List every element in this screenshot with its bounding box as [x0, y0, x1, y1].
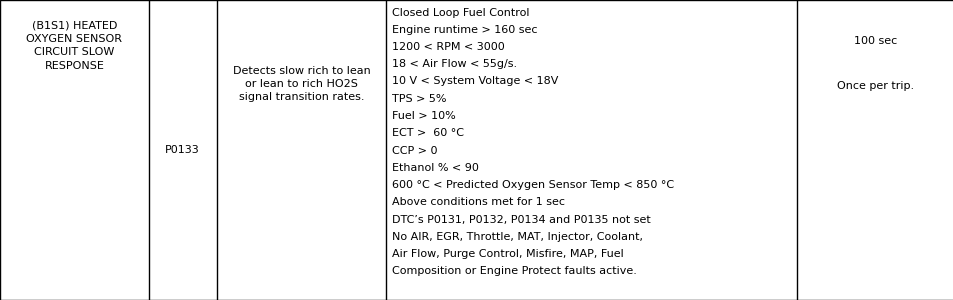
Text: Above conditions met for 1 sec: Above conditions met for 1 sec — [392, 197, 564, 207]
Text: Closed Loop Fuel Control: Closed Loop Fuel Control — [392, 8, 529, 17]
Text: Air Flow, Purge Control, Misfire, MAP, Fuel: Air Flow, Purge Control, Misfire, MAP, F… — [392, 249, 623, 259]
Text: Engine runtime > 160 sec: Engine runtime > 160 sec — [392, 25, 537, 35]
Text: 10 V < System Voltage < 18V: 10 V < System Voltage < 18V — [392, 76, 558, 86]
Text: (B1S1) HEATED
OXYGEN SENSOR
CIRCUIT SLOW
RESPONSE: (B1S1) HEATED OXYGEN SENSOR CIRCUIT SLOW… — [27, 21, 122, 70]
Text: CCP > 0: CCP > 0 — [392, 146, 437, 155]
Text: Composition or Engine Protect faults active.: Composition or Engine Protect faults act… — [392, 266, 637, 276]
Text: Once per trip.: Once per trip. — [836, 81, 913, 91]
Text: TPS > 5%: TPS > 5% — [392, 94, 446, 104]
Text: Fuel > 10%: Fuel > 10% — [392, 111, 456, 121]
Text: ECT >  60 °C: ECT > 60 °C — [392, 128, 463, 138]
Text: P0133: P0133 — [165, 145, 200, 155]
Text: Ethanol % < 90: Ethanol % < 90 — [392, 163, 478, 173]
Text: 18 < Air Flow < 55g/s.: 18 < Air Flow < 55g/s. — [392, 59, 517, 69]
Text: Detects slow rich to lean
or lean to rich HO2S
signal transition rates.: Detects slow rich to lean or lean to ric… — [233, 66, 370, 102]
Text: 100 sec: 100 sec — [853, 36, 896, 46]
Text: No AIR, EGR, Throttle, MAT, Injector, Coolant,: No AIR, EGR, Throttle, MAT, Injector, Co… — [392, 232, 642, 242]
Text: 600 °C < Predicted Oxygen Sensor Temp < 850 °C: 600 °C < Predicted Oxygen Sensor Temp < … — [392, 180, 674, 190]
Text: 1200 < RPM < 3000: 1200 < RPM < 3000 — [392, 42, 504, 52]
Text: DTC’s P0131, P0132, P0134 and P0135 not set: DTC’s P0131, P0132, P0134 and P0135 not … — [392, 214, 650, 224]
